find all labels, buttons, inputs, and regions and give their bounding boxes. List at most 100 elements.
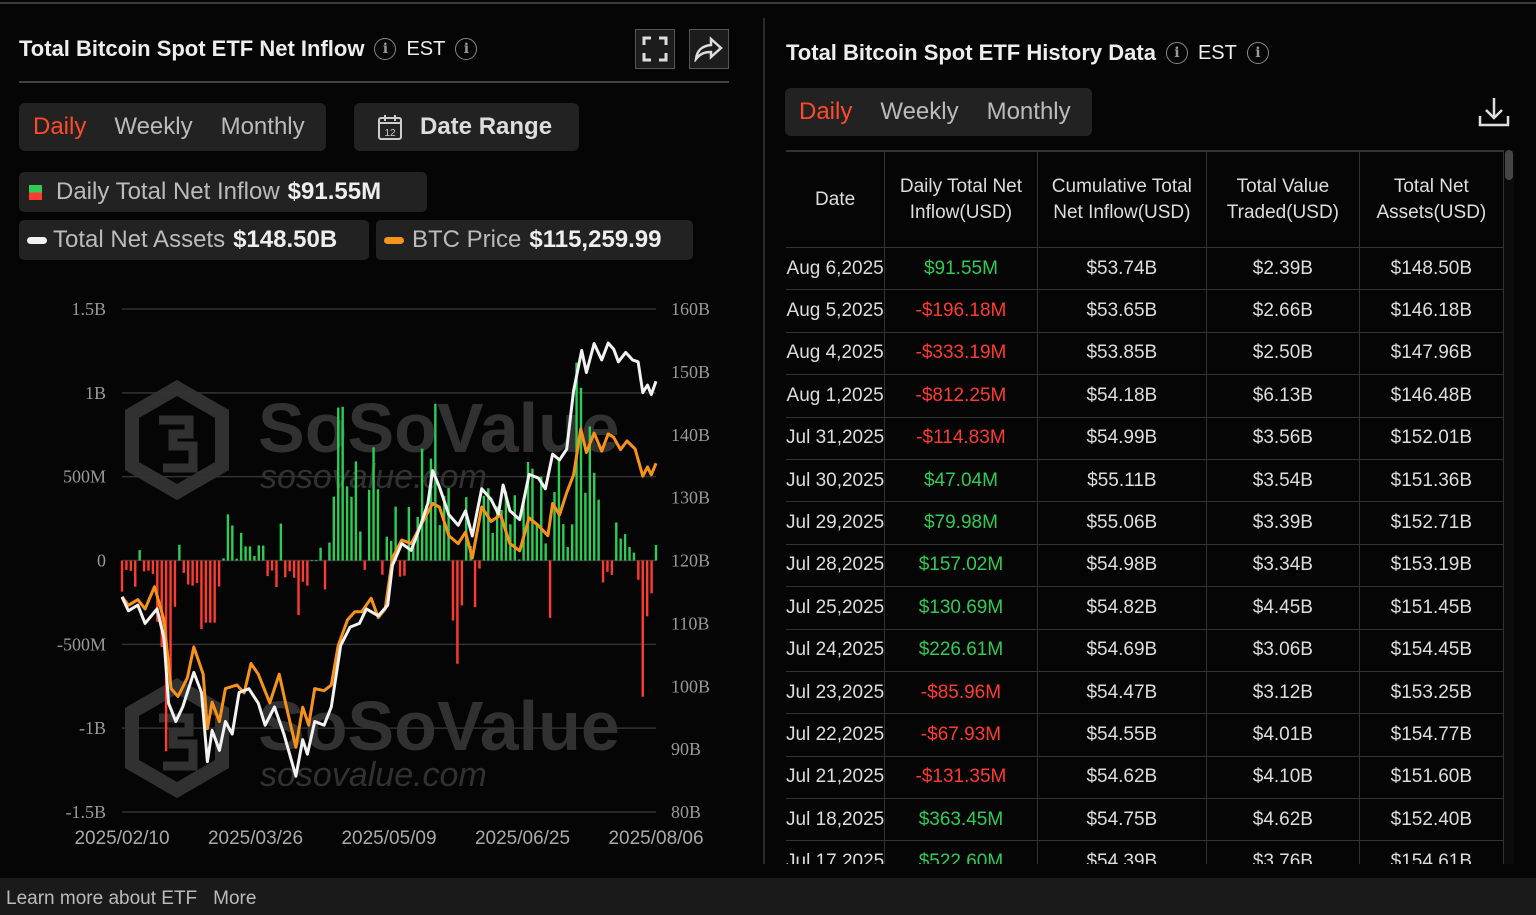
inflow-bar[interactable] xyxy=(204,560,208,623)
inflow-bar[interactable] xyxy=(354,461,358,561)
inflow-bar[interactable] xyxy=(297,560,300,616)
inflow-bar[interactable] xyxy=(306,560,309,586)
inflow-bar[interactable] xyxy=(632,552,636,561)
inflow-bar[interactable] xyxy=(420,448,424,561)
inflow-chart[interactable]: SoSoValue sosovalue.com SoSoValue sosova… xyxy=(0,0,760,870)
inflow-bar[interactable] xyxy=(416,516,419,561)
table-row[interactable]: Jul 25,2025 $130.69M $54.82B $4.45B $151.45B xyxy=(786,586,1504,630)
inflow-bar[interactable] xyxy=(191,560,194,586)
inflow-bar[interactable] xyxy=(597,499,600,561)
inflow-bar[interactable] xyxy=(231,525,234,561)
legend-btc-price[interactable]: BTC Price $115,259.99 xyxy=(376,220,693,260)
inflow-bar[interactable] xyxy=(398,560,402,577)
inflow-bar[interactable] xyxy=(381,560,384,575)
inflow-bar[interactable] xyxy=(323,560,327,590)
inflow-bar[interactable] xyxy=(244,546,247,561)
inflow-bar[interactable] xyxy=(491,533,494,561)
inflow-bar[interactable] xyxy=(270,560,274,571)
inflow-bar[interactable] xyxy=(535,522,539,561)
inflow-bar[interactable] xyxy=(142,560,146,572)
inflow-bar[interactable] xyxy=(394,506,397,561)
info-icon[interactable]: i xyxy=(1165,42,1188,64)
scrollbar-thumb[interactable] xyxy=(1505,150,1513,180)
inflow-bar[interactable] xyxy=(332,496,336,561)
table-row[interactable]: Jul 28,2025 $157.02M $54.98B $3.34B $153.19B xyxy=(786,543,1504,588)
inflow-bar[interactable] xyxy=(513,495,516,561)
inflow-bar[interactable] xyxy=(482,495,486,561)
inflow-bar[interactable] xyxy=(341,406,344,561)
inflow-bar[interactable] xyxy=(178,544,181,561)
tab-daily[interactable]: Daily xyxy=(33,113,87,140)
inflow-bar[interactable] xyxy=(566,547,569,561)
inflow-bar[interactable] xyxy=(279,523,283,561)
tab-daily[interactable]: Daily xyxy=(799,98,853,125)
inflow-bar[interactable] xyxy=(495,506,499,561)
inflow-bar[interactable] xyxy=(169,560,172,688)
inflow-bar[interactable] xyxy=(257,545,261,561)
inflow-bar[interactable] xyxy=(606,560,609,572)
inflow-bar[interactable] xyxy=(645,560,649,617)
inflow-bar[interactable] xyxy=(425,505,428,561)
date-range-button[interactable]: 12 Date Range xyxy=(354,103,579,151)
inflow-bar[interactable] xyxy=(182,560,185,573)
table-row[interactable]: Aug 4,2025 -$333.19M $53.85B $2.50B $147.96B xyxy=(786,331,1504,376)
inflow-bar[interactable] xyxy=(310,560,313,562)
inflow-bar[interactable] xyxy=(442,495,446,561)
inflow-bar[interactable] xyxy=(125,560,128,570)
inflow-bar[interactable] xyxy=(619,538,622,561)
learn-more-link[interactable]: Learn more about ETF xyxy=(6,888,198,909)
table-row[interactable]: Jul 22,2025 -$67.93M $54.55B $4.01B $154.77B xyxy=(786,713,1504,757)
inflow-bar[interactable] xyxy=(284,560,287,578)
inflow-bar[interactable] xyxy=(473,560,477,608)
inflow-bar[interactable] xyxy=(253,555,256,561)
inflow-bar[interactable] xyxy=(376,489,380,561)
inflow-bar[interactable] xyxy=(350,496,353,561)
inflow-bar[interactable] xyxy=(438,525,441,561)
tab-monthly[interactable]: Monthly xyxy=(220,113,305,140)
timezone-info-icon[interactable]: i xyxy=(455,38,478,60)
legend-daily-inflow[interactable]: Daily Total Net Inflow $91.55M xyxy=(19,172,427,212)
inflow-bar[interactable] xyxy=(262,545,265,561)
inflow-bar[interactable] xyxy=(359,531,362,561)
inflow-bar[interactable] xyxy=(217,560,221,587)
inflow-bar[interactable] xyxy=(601,560,605,583)
fullscreen-button[interactable] xyxy=(635,29,675,69)
inflow-bar[interactable] xyxy=(460,560,464,606)
inflow-bar[interactable] xyxy=(517,559,521,561)
inflow-bar[interactable] xyxy=(222,558,225,561)
inflow-bar[interactable] xyxy=(226,514,230,561)
scrollbar-track[interactable] xyxy=(1504,150,1514,864)
inflow-bar[interactable] xyxy=(641,560,644,697)
inflow-bar[interactable] xyxy=(120,560,124,592)
inflow-bar[interactable] xyxy=(314,560,318,562)
table-row[interactable]: Jul 31,2025 -$114.83M $54.99B $3.56B $152.01… xyxy=(786,416,1504,460)
inflow-bar[interactable] xyxy=(412,541,415,561)
inflow-bar[interactable] xyxy=(200,560,203,630)
inflow-bar[interactable] xyxy=(134,560,137,587)
inflow-bar[interactable] xyxy=(147,560,150,571)
inflow-bar[interactable] xyxy=(319,547,322,561)
inflow-bar[interactable] xyxy=(173,560,177,607)
inflow-bar[interactable] xyxy=(610,560,614,575)
inflow-bar[interactable] xyxy=(385,536,388,561)
table-row[interactable]: Jul 17,2025 $522.60M $54.39B $3.76B $154.61B xyxy=(786,840,1504,864)
inflow-bar[interactable] xyxy=(579,387,583,561)
inflow-bar[interactable] xyxy=(328,542,331,561)
table-row[interactable]: Jul 21,2025 -$131.35M $54.62B $4.10B $151.60… xyxy=(786,755,1504,800)
inflow-bar[interactable] xyxy=(363,560,366,570)
inflow-bar[interactable] xyxy=(288,560,291,572)
history-table-container[interactable]: Date Daily Total Net Inflow(USD) Cumulativ… xyxy=(786,150,1504,864)
inflow-bar[interactable] xyxy=(138,550,141,561)
inflow-bar[interactable] xyxy=(557,459,561,561)
table-row[interactable]: Jul 30,2025 $47.04M $55.11B $3.54B $151.36B xyxy=(786,458,1504,503)
inflow-bar[interactable] xyxy=(522,501,525,561)
inflow-bar[interactable] xyxy=(504,491,508,561)
inflow-bar[interactable] xyxy=(526,461,530,561)
inflow-bar[interactable] xyxy=(275,560,278,587)
table-row[interactable]: Jul 23,2025 -$85.96M $54.47B $3.12B $153.25B xyxy=(786,670,1504,715)
inflow-bar[interactable] xyxy=(540,476,543,561)
inflow-bar[interactable] xyxy=(593,472,596,561)
timezone-info-icon[interactable]: i xyxy=(1246,42,1269,64)
inflow-bar[interactable] xyxy=(407,507,411,561)
inflow-bar[interactable] xyxy=(239,532,243,561)
